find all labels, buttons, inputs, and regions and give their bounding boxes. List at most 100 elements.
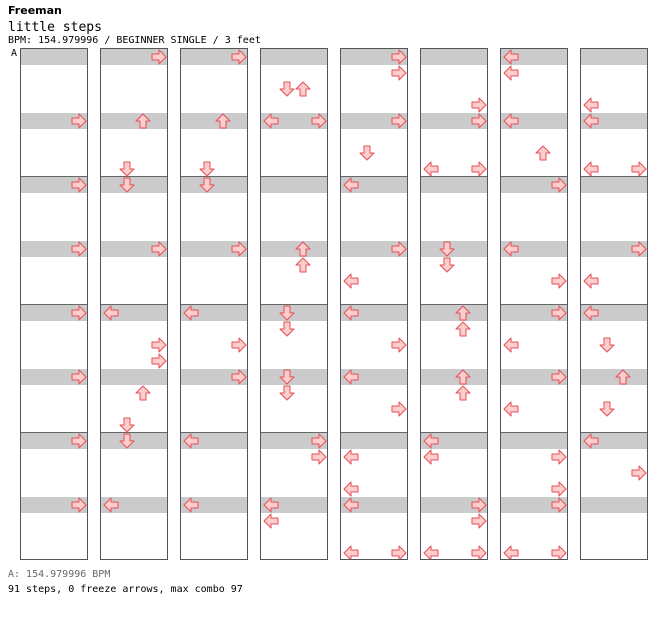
beat-band (581, 241, 647, 257)
arrow-right-icon (71, 241, 87, 257)
arrow-right-icon (71, 369, 87, 385)
arrow-left-icon (343, 177, 359, 193)
arrow-right-icon (311, 113, 327, 129)
arrow-right-icon (631, 241, 647, 257)
arrow-up-icon (455, 321, 471, 337)
arrow-left-icon (423, 433, 439, 449)
beat-band (21, 49, 87, 65)
arrow-left-icon (583, 305, 599, 321)
arrow-right-icon (551, 305, 567, 321)
arrow-left-icon (263, 513, 279, 529)
arrow-down-icon (119, 433, 135, 449)
arrow-right-icon (551, 449, 567, 465)
arrow-right-icon (551, 545, 567, 559)
beat-band (21, 433, 87, 449)
beat-band (501, 49, 567, 65)
arrow-right-icon (311, 449, 327, 465)
arrow-left-icon (343, 481, 359, 497)
beat-band (21, 497, 87, 513)
beat-band (21, 113, 87, 129)
arrow-right-icon (391, 545, 407, 559)
beat-band (341, 241, 407, 257)
chart-column (20, 48, 88, 560)
measure-line (341, 176, 407, 177)
step-stats: 91 steps, 0 freeze arrows, max combo 97 (8, 584, 243, 595)
arrow-left-icon (103, 497, 119, 513)
beat-band (501, 241, 567, 257)
beat-band (101, 241, 167, 257)
beat-band (421, 369, 487, 385)
chart-column (180, 48, 248, 560)
arrow-right-icon (471, 545, 487, 559)
arrow-left-icon (583, 273, 599, 289)
arrow-right-icon (391, 401, 407, 417)
arrow-left-icon (503, 545, 519, 559)
beat-band (181, 49, 247, 65)
arrow-left-icon (183, 305, 199, 321)
beat-band (101, 49, 167, 65)
beat-band (581, 113, 647, 129)
arrow-left-icon (583, 161, 599, 177)
arrow-left-icon (423, 545, 439, 559)
arrow-down-icon (279, 81, 295, 97)
chart-column (340, 48, 408, 560)
arrow-right-icon (551, 497, 567, 513)
arrow-right-icon (391, 65, 407, 81)
arrow-up-icon (295, 241, 311, 257)
arrow-up-icon (135, 385, 151, 401)
arrow-right-icon (391, 337, 407, 353)
beat-band (501, 497, 567, 513)
arrow-right-icon (631, 465, 647, 481)
measure-line (261, 432, 327, 433)
beat-band (21, 241, 87, 257)
beat-band (101, 113, 167, 129)
arrow-up-icon (455, 385, 471, 401)
beat-band (341, 177, 407, 193)
beat-band (501, 177, 567, 193)
beat-band (101, 497, 167, 513)
arrow-right-icon (71, 113, 87, 129)
arrow-left-icon (343, 449, 359, 465)
beat-band (181, 305, 247, 321)
beat-band (21, 369, 87, 385)
beat-band (501, 113, 567, 129)
beat-band (181, 433, 247, 449)
beat-band (421, 433, 487, 449)
beat-band (261, 241, 327, 257)
arrow-left-icon (263, 113, 279, 129)
arrow-down-icon (279, 385, 295, 401)
beat-band (341, 369, 407, 385)
beat-band (501, 305, 567, 321)
beat-band (581, 177, 647, 193)
measure-line (501, 176, 567, 177)
arrow-right-icon (151, 353, 167, 369)
arrow-left-icon (343, 545, 359, 559)
measure-line (261, 176, 327, 177)
arrow-right-icon (71, 177, 87, 193)
arrow-down-icon (119, 177, 135, 193)
arrow-left-icon (503, 337, 519, 353)
arrow-right-icon (471, 113, 487, 129)
measure-line (181, 176, 247, 177)
beat-band (21, 305, 87, 321)
measure-line (181, 304, 247, 305)
beat-band (261, 177, 327, 193)
beat-band (341, 497, 407, 513)
arrow-right-icon (471, 97, 487, 113)
chart-column (420, 48, 488, 560)
arrow-right-icon (151, 49, 167, 65)
beat-band (581, 433, 647, 449)
arrow-up-icon (615, 369, 631, 385)
beat-band (421, 497, 487, 513)
arrow-right-icon (71, 497, 87, 513)
arrow-right-icon (231, 337, 247, 353)
measure-line (581, 432, 647, 433)
beat-band (181, 113, 247, 129)
beat-band (341, 305, 407, 321)
beat-band (421, 113, 487, 129)
arrow-left-icon (503, 65, 519, 81)
measure-line (21, 176, 87, 177)
chart-column (260, 48, 328, 560)
bpm-marker-label: A (11, 48, 18, 59)
arrow-left-icon (503, 113, 519, 129)
